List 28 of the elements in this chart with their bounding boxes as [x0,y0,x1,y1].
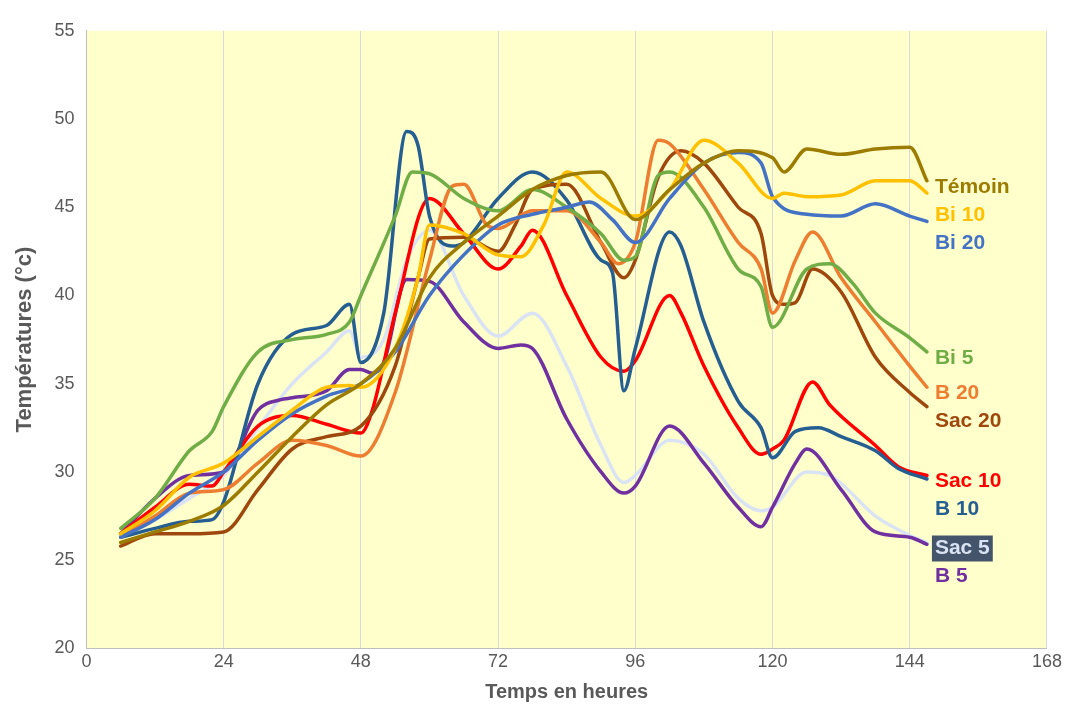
x-tick-label: 48 [350,651,371,672]
series-label: Témoin [934,173,1010,197]
series-label: B 10 [934,496,980,520]
series-label: Bi 10 [934,201,986,225]
x-tick-label: 96 [625,651,646,672]
x-tick-label: 168 [1031,651,1063,672]
series-label: Sac 10 [934,468,1002,492]
y-tick-label: 35 [54,372,75,393]
series-label: B 20 [934,380,980,404]
series-label: B 5 [934,563,968,587]
x-tick-label: 72 [488,651,509,672]
y-tick-label: 50 [54,108,75,128]
series-label: Sac 5 [934,535,991,559]
series-label: Bi 20 [934,229,986,253]
x-tick-label: 120 [757,651,788,672]
series-label: Sac 20 [934,408,1002,432]
y-axis-title: Températures (°c) [11,246,37,433]
x-axis-title: Temps en heures [485,679,649,702]
y-tick-label: 30 [54,460,75,481]
x-tick-label: 144 [894,651,925,672]
x-tick-label: 24 [213,651,234,672]
series-label: Bi 5 [934,344,974,368]
y-tick-label: 25 [54,549,75,570]
y-tick-label: 20 [54,637,75,658]
y-tick-label: 55 [54,19,75,40]
y-tick-label: 45 [54,196,75,217]
x-tick-label: 0 [81,651,92,672]
y-tick-label: 40 [54,284,75,305]
